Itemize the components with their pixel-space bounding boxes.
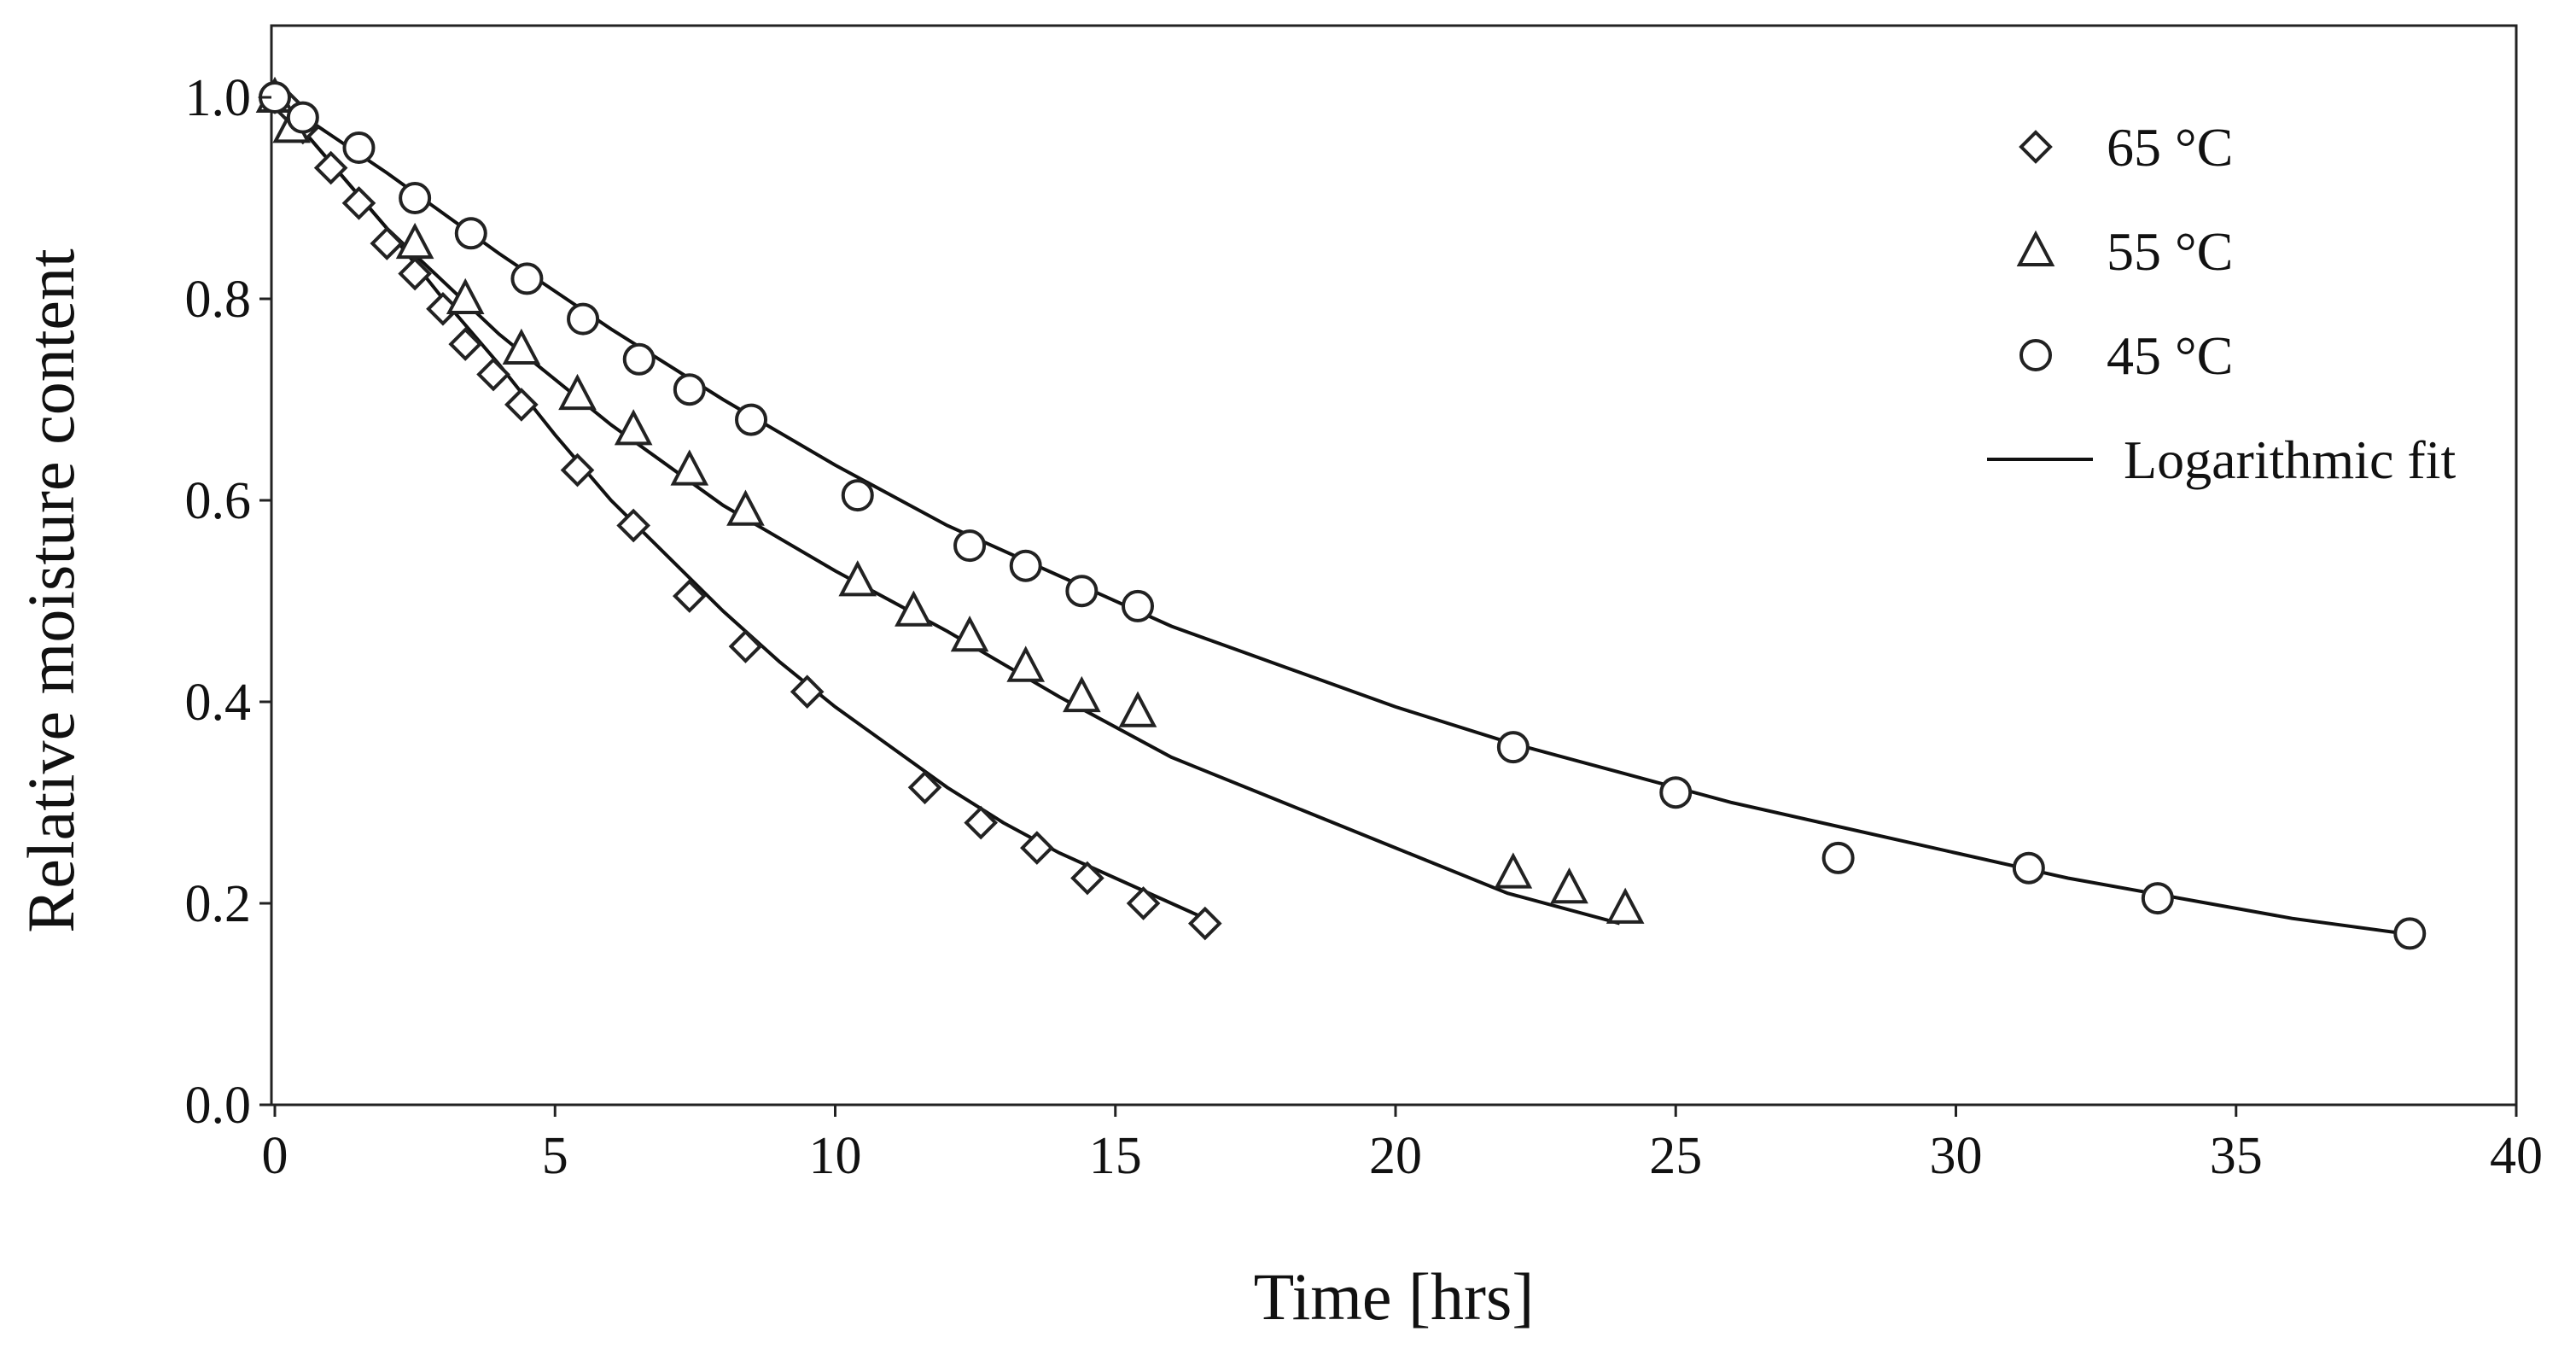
- data-point-diamond: [672, 579, 707, 613]
- fit-line: [273, 96, 1621, 926]
- data-point-triangle: [1118, 691, 1157, 727]
- data-point-triangle: [1006, 645, 1046, 682]
- legend-label: 45 °C: [2107, 325, 2233, 386]
- fit-line: [273, 96, 2404, 936]
- axis-ticks: 0 5 10 15 20 25 30 35 40 0.0 0.2 0.4 0.6 0.8 1.0: [185, 69, 2544, 1185]
- legend-symbol-triangle: [2016, 230, 2055, 266]
- y-axis-title: Relative moisture content: [14, 248, 88, 933]
- legend-label: Logarithmic fit: [2124, 429, 2456, 490]
- x-axis-title: Time [hrs]: [1254, 1259, 1535, 1334]
- data-point-circle: [841, 479, 874, 512]
- data-point-circle: [454, 217, 487, 250]
- x-tick-label: 30: [1930, 1127, 1983, 1185]
- data-point-triangle: [950, 616, 989, 652]
- data-point-diamond: [907, 770, 942, 805]
- data-point-diamond: [964, 805, 999, 840]
- data-point-circle: [1065, 575, 1099, 608]
- data-point-triangle: [614, 409, 653, 446]
- data-point-diamond: [341, 186, 376, 220]
- data-point-circle: [953, 529, 987, 563]
- x-tick-label: 0: [262, 1127, 288, 1185]
- data-point-circle: [1122, 589, 1155, 622]
- data-point-triangle: [670, 449, 709, 486]
- data-point-circle: [2393, 917, 2427, 950]
- legend-symbol-diamond: [2019, 130, 2053, 164]
- data-markers: [255, 76, 2427, 950]
- fit-lines: [273, 96, 2404, 936]
- data-point-circle: [567, 302, 600, 336]
- data-point-circle: [1659, 776, 1693, 809]
- data-point-triangle: [726, 489, 765, 526]
- data-point-triangle: [1494, 852, 1533, 889]
- y-tick-label: 0.4: [185, 674, 252, 732]
- data-point-diamond: [448, 327, 483, 361]
- legend: 65 °C 55 °C 45 °C Logarithmic fit: [1987, 117, 2456, 490]
- data-point-circle: [1496, 731, 1530, 764]
- data-point-circle: [510, 262, 544, 295]
- plot-frame: [270, 24, 2518, 1107]
- data-point-triangle: [558, 373, 597, 411]
- data-point-circle: [2141, 882, 2174, 915]
- y-tick-label: 1.0: [185, 69, 252, 127]
- data-point-diamond: [1020, 831, 1054, 865]
- data-point-circle: [342, 131, 376, 164]
- y-tick-label: 0.6: [185, 472, 252, 530]
- data-point-triangle: [838, 560, 877, 597]
- data-point-circle: [1009, 549, 1042, 582]
- data-point-circle: [622, 342, 656, 376]
- y-tick-label: 0.8: [185, 271, 252, 329]
- legend-label: 55 °C: [2107, 221, 2233, 282]
- data-point-diamond: [560, 453, 595, 488]
- data-point-circle: [673, 373, 706, 406]
- y-tick-label: 0.0: [185, 1077, 252, 1135]
- data-point-diamond: [1126, 886, 1161, 920]
- data-point-diamond: [790, 674, 825, 710]
- x-tick-label: 40: [2490, 1127, 2543, 1185]
- data-point-circle: [2012, 851, 2045, 885]
- data-point-triangle: [502, 328, 541, 365]
- data-point-diamond: [1070, 861, 1104, 896]
- data-point-triangle: [1606, 887, 1645, 924]
- x-tick-label: 10: [809, 1127, 862, 1185]
- legend-label: 65 °C: [2107, 117, 2233, 178]
- legend-symbol-circle: [2019, 339, 2052, 371]
- x-tick-label: 25: [1649, 1127, 1702, 1185]
- x-tick-label: 20: [1369, 1127, 1422, 1185]
- data-point-triangle: [395, 222, 434, 260]
- data-point-circle: [286, 101, 319, 134]
- data-point-diamond: [398, 256, 432, 291]
- data-point-triangle: [895, 590, 933, 627]
- data-point-triangle: [1550, 867, 1588, 904]
- data-point-diamond: [370, 226, 405, 260]
- data-point-triangle: [446, 277, 485, 314]
- data-point-diamond: [616, 508, 650, 543]
- x-tick-label: 35: [2210, 1127, 2263, 1185]
- data-point-circle: [1821, 841, 1855, 874]
- data-point-circle: [399, 182, 432, 214]
- x-tick-label: 15: [1089, 1127, 1142, 1185]
- data-point-circle: [735, 403, 768, 436]
- data-point-triangle: [1063, 675, 1101, 713]
- data-point-diamond: [313, 150, 348, 185]
- data-point-diamond: [728, 629, 763, 663]
- x-tick-label: 5: [542, 1127, 568, 1185]
- data-point-diamond: [1187, 906, 1222, 941]
- data-point-diamond: [504, 388, 539, 422]
- data-point-diamond: [476, 357, 510, 392]
- y-tick-label: 0.2: [185, 875, 252, 933]
